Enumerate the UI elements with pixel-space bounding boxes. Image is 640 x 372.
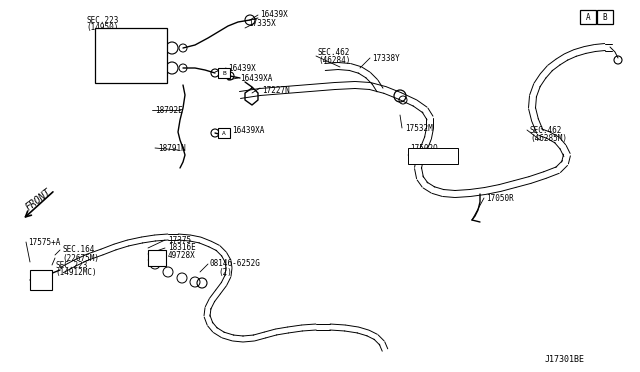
Text: 17575+A: 17575+A [28, 237, 60, 247]
Bar [580, 10, 596, 24]
Bar [95, 28, 167, 83]
Text: B: B [222, 71, 226, 76]
Text: J17301BE: J17301BE [545, 356, 585, 365]
Bar [218, 68, 230, 78]
Bar [148, 250, 166, 266]
Text: A: A [586, 13, 590, 22]
Text: (14912MC): (14912MC) [55, 269, 97, 278]
Text: 17375: 17375 [168, 235, 191, 244]
Text: 16439X: 16439X [228, 64, 256, 73]
Text: SEC.164: SEC.164 [62, 246, 94, 254]
Text: 17335X: 17335X [248, 19, 276, 28]
Bar [218, 128, 230, 138]
Text: B: B [603, 13, 607, 22]
Text: (46284): (46284) [318, 55, 350, 64]
Text: (22675M): (22675M) [62, 253, 99, 263]
Text: FRONT: FRONT [23, 187, 52, 213]
Text: (14950): (14950) [87, 22, 119, 32]
Text: 16439XA: 16439XA [240, 74, 273, 83]
Text: SEC.462: SEC.462 [318, 48, 350, 57]
Text: 17532M: 17532M [405, 124, 433, 132]
Text: SEC.462: SEC.462 [530, 125, 563, 135]
Text: 08146-6252G: 08146-6252G [210, 260, 261, 269]
Text: 16439X: 16439X [260, 10, 288, 19]
Text: 18792E: 18792E [155, 106, 183, 115]
Text: SEC.223: SEC.223 [87, 16, 119, 25]
Text: 18791N: 18791N [158, 144, 186, 153]
Text: 17338Y: 17338Y [372, 54, 400, 62]
Text: 16439XA: 16439XA [232, 125, 264, 135]
Text: 17502Q: 17502Q [410, 144, 438, 153]
Text: (46285M): (46285M) [530, 134, 567, 142]
Text: 18316E: 18316E [168, 244, 196, 253]
Text: (2): (2) [218, 267, 232, 276]
Bar [30, 270, 52, 290]
Text: A: A [222, 131, 226, 135]
Text: 17050R: 17050R [486, 193, 514, 202]
Text: SEC.223: SEC.223 [55, 260, 88, 269]
Text: 49728X: 49728X [168, 251, 196, 260]
Bar [408, 148, 458, 164]
Text: 17227N: 17227N [262, 86, 290, 94]
Bar [597, 10, 613, 24]
